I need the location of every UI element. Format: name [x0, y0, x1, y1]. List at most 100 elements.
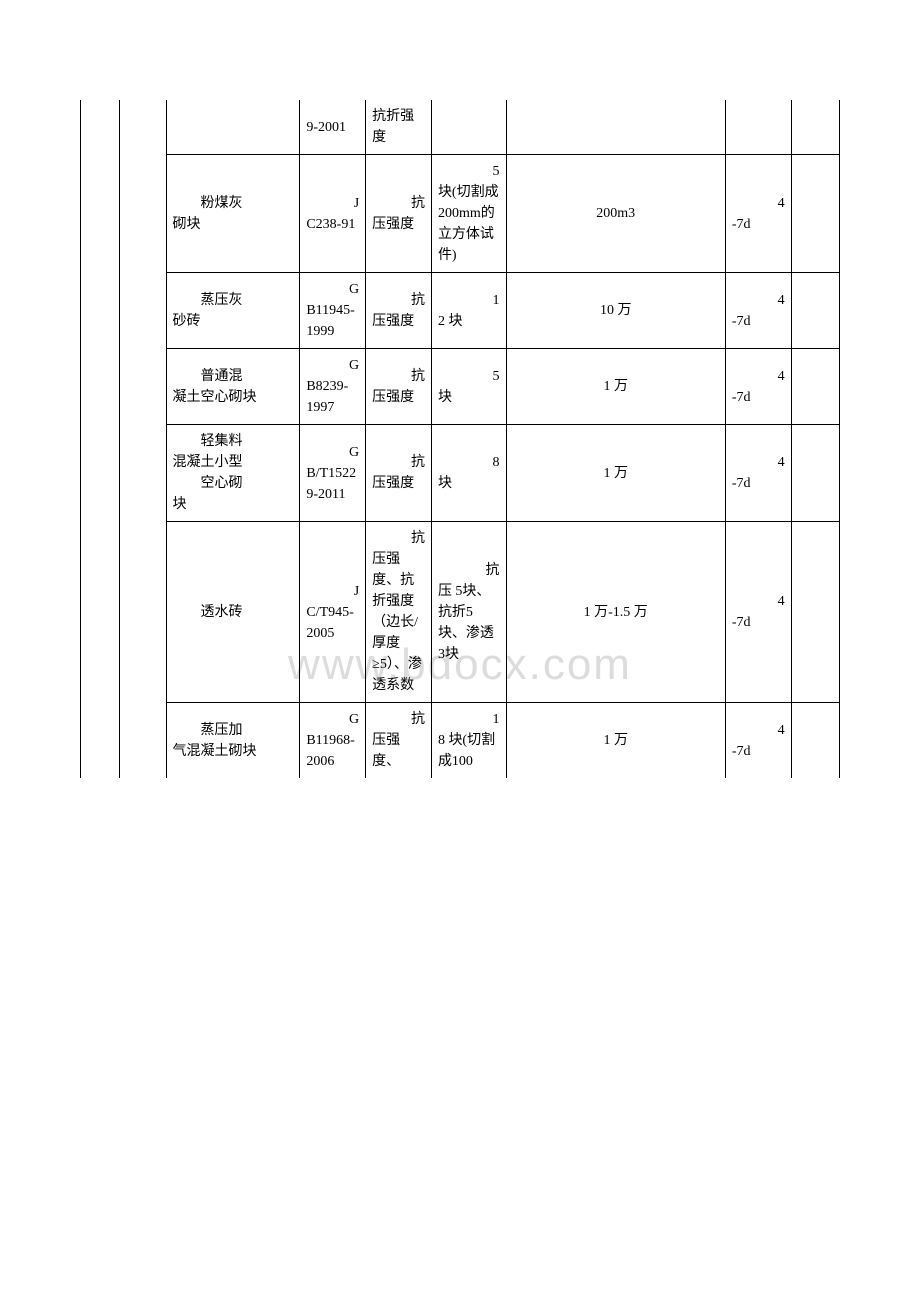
cell-last — [791, 349, 839, 425]
cell-last — [791, 522, 839, 703]
cell-sample: 8 块 — [431, 425, 506, 522]
cell-test: 抗 压强度、抗折强度（边长/厚度≥5）、渗透系数 — [366, 522, 432, 703]
cell-test: 抗 压强度、 — [366, 703, 432, 779]
text: G — [306, 279, 359, 300]
text: -7d — [732, 615, 751, 630]
text: 4 — [732, 366, 785, 387]
text: -7d — [732, 744, 751, 759]
text: 蒸压加 — [173, 720, 294, 741]
text: 4 — [732, 193, 785, 214]
cell-sample — [431, 100, 506, 155]
cell-batch — [506, 100, 725, 155]
cell-last — [791, 155, 839, 273]
text: 8 块(切割成100 — [438, 733, 495, 769]
materials-table: 9-2001 抗折强度 粉煤灰 砌块 J C238-91 抗 压强度 5 块(切… — [80, 100, 840, 778]
cell-standard: J C238-91 — [300, 155, 366, 273]
table-row: 轻集料 混凝土小型 空心砌 块 G B/T15229-2011 抗 压强度 8 … — [81, 425, 840, 522]
cell-batch: 10 万 — [506, 273, 725, 349]
text: 蒸压灰 — [173, 290, 294, 311]
cell-test: 抗 压强度 — [366, 155, 432, 273]
cell-last — [791, 425, 839, 522]
cell-sample: 5 块(切割成200mm的立方体试件) — [431, 155, 506, 273]
text: J — [306, 193, 359, 214]
text: 普通混 — [173, 366, 294, 387]
cell-time: 4 -7d — [725, 522, 791, 703]
text: 压强度、抗折强度（边长/厚度≥5）、渗透系数 — [372, 552, 422, 693]
text: 2 块 — [438, 314, 463, 329]
text: 抗 — [438, 560, 500, 581]
cell-batch: 1 万 — [506, 425, 725, 522]
text: 砌块 — [173, 217, 201, 232]
text: 抗 — [372, 290, 425, 311]
cell-name: 蒸压加 气混凝土砌块 — [166, 703, 300, 779]
text: 压强度、 — [372, 733, 400, 769]
text: -7d — [732, 390, 751, 405]
text: 压强度 — [372, 314, 414, 329]
cell-test: 抗折强度 — [366, 100, 432, 155]
text: 抗 — [372, 452, 425, 473]
text: -7d — [732, 476, 751, 491]
cell-time: 4 -7d — [725, 349, 791, 425]
text: 抗 — [372, 528, 425, 549]
text: 块 — [438, 476, 452, 491]
text: 8 — [438, 452, 500, 473]
cell-name: 粉煤灰 砌块 — [166, 155, 300, 273]
text: C/T945-2005 — [306, 605, 353, 641]
text: 抗 — [372, 193, 425, 214]
text: 压强度 — [372, 390, 414, 405]
cell-batch: 1 万-1.5 万 — [506, 522, 725, 703]
text: 块 — [438, 390, 452, 405]
materials-table-wrap: 9-2001 抗折强度 粉煤灰 砌块 J C238-91 抗 压强度 5 块(切… — [80, 100, 840, 778]
cell-sample: 5 块 — [431, 349, 506, 425]
cell-batch: 1 万 — [506, 703, 725, 779]
cell-time — [725, 100, 791, 155]
text: 抗 — [372, 709, 425, 730]
cell-name: 蒸压灰 砂砖 — [166, 273, 300, 349]
cell-test: 抗 压强度 — [366, 349, 432, 425]
cell-name — [166, 100, 300, 155]
table-row: 普通混 凝土空心砌块 G B8239-1997 抗 压强度 5 块 1 万 4 … — [81, 349, 840, 425]
table-row: 粉煤灰 砌块 J C238-91 抗 压强度 5 块(切割成200mm的立方体试… — [81, 155, 840, 273]
text: 粉煤灰 — [173, 193, 294, 214]
text: 5 — [438, 161, 500, 182]
cell-sample: 1 2 块 — [431, 273, 506, 349]
text: B/T15229-2011 — [306, 466, 356, 502]
cell-standard: J C/T945-2005 — [300, 522, 366, 703]
text: 压 5块、抗折5 块、渗透 3块 — [438, 584, 494, 662]
text: -7d — [732, 314, 751, 329]
text: 凝土空心砌块 — [173, 390, 257, 405]
text: J — [306, 581, 359, 602]
text: 轻集料 — [173, 431, 294, 452]
text: 1 — [438, 709, 500, 730]
text: 4 — [732, 290, 785, 311]
text: B11945-1999 — [306, 303, 354, 339]
cell-time: 4 -7d — [725, 273, 791, 349]
text: C238-91 — [306, 217, 355, 232]
text: 4 — [732, 591, 785, 612]
cell-test: 抗 压强度 — [366, 273, 432, 349]
cell-time: 4 -7d — [725, 155, 791, 273]
cell-standard: G B11945-1999 — [300, 273, 366, 349]
text: 空心砌 — [173, 473, 294, 494]
cell-last — [791, 273, 839, 349]
text: 5 — [438, 366, 500, 387]
text: B11968-2006 — [306, 733, 354, 769]
cell-last — [791, 100, 839, 155]
text: 气混凝土砌块 — [173, 744, 257, 759]
text: G — [306, 442, 359, 463]
cell-test: 抗 压强度 — [366, 425, 432, 522]
text: 压强度 — [372, 476, 414, 491]
text: 抗 — [372, 366, 425, 387]
cell-batch: 200m3 — [506, 155, 725, 273]
table-row: 透水砖 J C/T945-2005 抗 压强度、抗折强度（边长/厚度≥5）、渗透… — [81, 522, 840, 703]
cell-standard: G B8239-1997 — [300, 349, 366, 425]
cell-standard: G B11968-2006 — [300, 703, 366, 779]
text: 块 — [173, 497, 187, 512]
cell-standard: G B/T15229-2011 — [300, 425, 366, 522]
text: B8239-1997 — [306, 379, 348, 415]
text: -7d — [732, 217, 751, 232]
cell-sample: 抗 压 5块、抗折5 块、渗透 3块 — [431, 522, 506, 703]
cell-name: 普通混 凝土空心砌块 — [166, 349, 300, 425]
text: 砂砖 — [173, 314, 201, 329]
cell-batch: 1 万 — [506, 349, 725, 425]
